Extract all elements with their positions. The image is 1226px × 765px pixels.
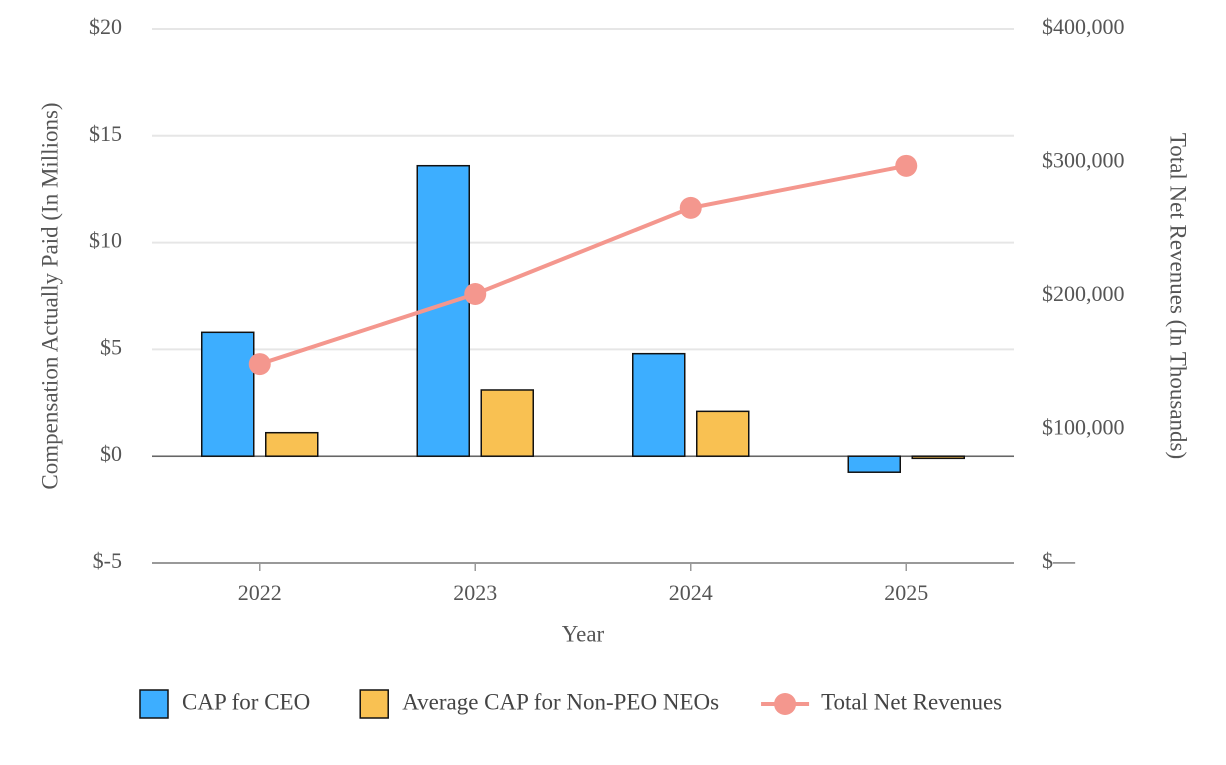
x-axis-title: Year: [562, 621, 605, 646]
y-tick-label: $20: [89, 14, 122, 39]
x-tick-label: 2023: [453, 580, 497, 605]
bar: [696, 410, 750, 457]
y2-tick-label: $200,000: [1042, 281, 1125, 306]
grid: [152, 28, 1014, 564]
x-tick-label: 2024: [669, 580, 713, 605]
y2-tick-label: $100,000: [1042, 415, 1125, 440]
line: [259, 163, 907, 366]
bar: [911, 455, 965, 460]
y2-tick-label: $400,000: [1042, 14, 1125, 39]
legend-swatch: [774, 693, 797, 715]
y2-tick-label: $—: [1042, 548, 1076, 573]
legend-label: Average CAP for Non-PEO NEOs: [402, 689, 719, 714]
y2-tick-label: $300,000: [1042, 148, 1125, 173]
line-point: [464, 282, 487, 305]
bar: [265, 431, 319, 457]
bar: [201, 331, 255, 457]
line-point: [248, 353, 271, 376]
bar: [480, 389, 534, 457]
legend-swatch: [359, 689, 389, 719]
bar: [632, 352, 686, 457]
y-tick-label: $10: [89, 228, 122, 253]
y-tick-label: $0: [100, 441, 122, 466]
y-tick-label: $15: [89, 121, 122, 146]
legend-swatch: [139, 689, 169, 719]
line-point: [679, 196, 702, 219]
legend-label: Total Net Revenues: [821, 689, 1002, 714]
y2-axis-title: Total Net Revenues (In Thousands): [1166, 133, 1191, 459]
x-tick-label: 2025: [884, 580, 928, 605]
line-point: [895, 154, 918, 177]
bar: [847, 455, 901, 473]
legend-label: CAP for CEO: [182, 689, 310, 714]
y-axis-title: Compensation Actually Paid (In Millions): [37, 102, 62, 489]
y-tick-label: $-5: [93, 548, 122, 573]
x-tick-label: 2022: [238, 580, 282, 605]
y-tick-label: $5: [100, 334, 122, 359]
